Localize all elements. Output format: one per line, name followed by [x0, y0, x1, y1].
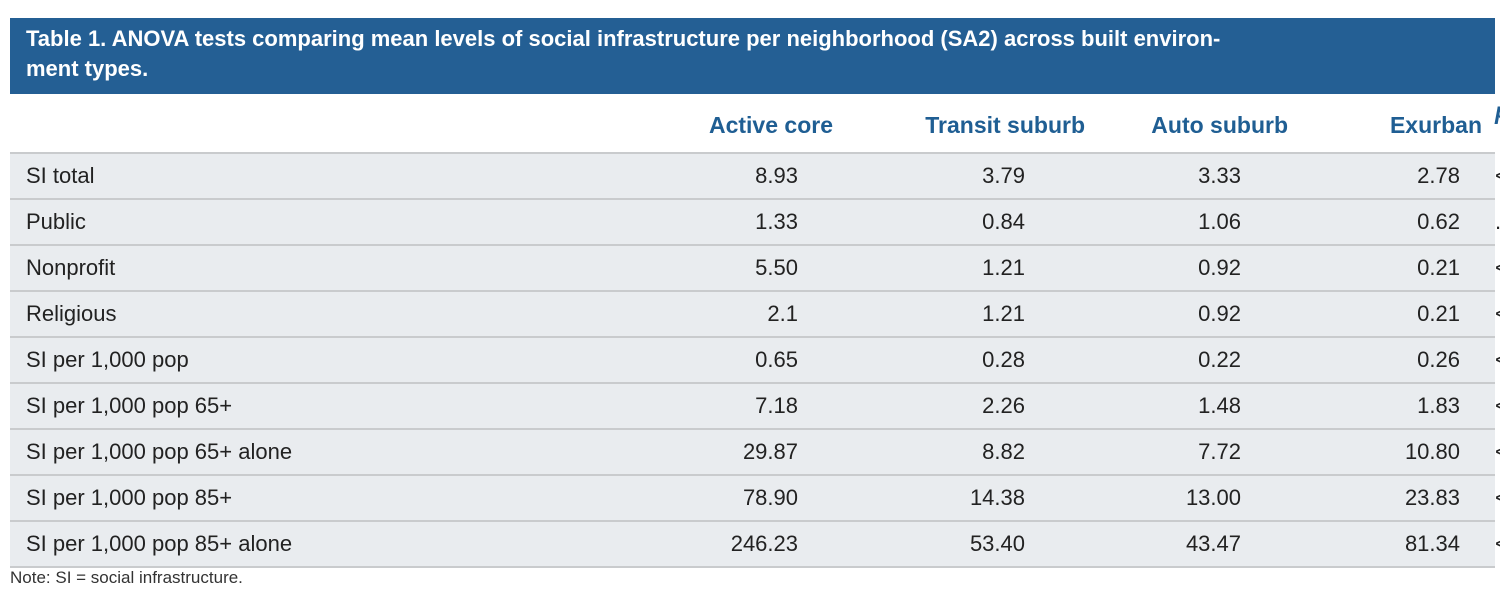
row-label: SI per 1,000 pop 65+: [10, 382, 560, 429]
transit-suburb-value: 53.40: [840, 520, 1095, 568]
active-core-value: 0.65: [560, 336, 840, 383]
auto-suburb-value: 0.22: [1095, 336, 1300, 383]
column-header-active-core: Active core: [708, 111, 833, 138]
column-header-label: [10, 98, 560, 153]
row-label: SI total: [10, 152, 560, 199]
transit-suburb-value: 14.38: [840, 474, 1095, 521]
anova-table: Active core Transit suburb Auto suburb E…: [10, 98, 1500, 568]
row-label: SI per 1,000 pop 85+ alone: [10, 520, 560, 568]
transit-suburb-value: 3.79: [840, 152, 1095, 199]
header-row: Active core Transit suburb Auto suburb E…: [10, 98, 1500, 153]
active-core-value: 1.33: [560, 198, 840, 245]
auto-suburb-value: 1.06: [1095, 198, 1300, 245]
exurban-value: 0.26: [1300, 336, 1495, 383]
row-label: Public: [10, 198, 560, 245]
exurban-value: 23.83: [1300, 474, 1495, 521]
column-header-transit-suburb: Transit suburb: [925, 111, 1085, 138]
active-core-value: 2.1: [560, 290, 840, 337]
column-header-exurban: Exurban: [1389, 111, 1482, 138]
exurban-value: 0.21: [1300, 290, 1495, 337]
active-core-value: 5.50: [560, 244, 840, 291]
exurban-value: 1.83: [1300, 382, 1495, 429]
auto-suburb-value: 0.92: [1095, 244, 1300, 291]
table-row: SI per 1,000 pop 85+ 78.90 14.38 13.00 23.83…: [10, 474, 1500, 521]
column-header-auto-suburb: Auto suburb: [1151, 111, 1288, 138]
auto-suburb-value: 7.72: [1095, 428, 1300, 475]
table-row: SI per 1,000 pop 65+ alone 29.87 8.82 7.72 1…: [10, 428, 1500, 475]
table-note: Note: SI = social infrastructure.: [10, 568, 243, 587]
active-core-value: 78.90: [560, 474, 840, 521]
active-core-value: 8.93: [560, 152, 840, 199]
transit-suburb-value: 0.84: [840, 198, 1095, 245]
exurban-value: 81.34: [1300, 520, 1495, 568]
auto-suburb-value: 1.48: [1095, 382, 1300, 429]
transit-suburb-value: 8.82: [840, 428, 1095, 475]
transit-suburb-value: 0.28: [840, 336, 1095, 383]
row-label: Nonprofit: [10, 244, 560, 291]
table-row: SI per 1,000 pop 65+7.182.261.481.83<.00…: [10, 382, 1500, 429]
row-label: SI per 1,000 pop: [10, 336, 560, 383]
active-core-value: 246.23: [560, 520, 840, 568]
row-label: SI per 1,000 pop 65+ alone: [10, 428, 560, 475]
exurban-value: 0.62: [1300, 198, 1495, 245]
transit-suburb-value: 1.21: [840, 290, 1095, 337]
row-label: Religious: [10, 290, 560, 337]
table-title: Table 1. ANOVA tests comparing mean leve…: [10, 18, 1495, 94]
auto-suburb-value: 43.47: [1095, 520, 1300, 568]
exurban-value: 10.80: [1300, 428, 1495, 475]
table-row: SI per 1,000 pop 85+ alone 246.23 53.40 43.…: [10, 520, 1500, 568]
exurban-value: 2.78: [1300, 152, 1495, 199]
auto-suburb-value: 13.00: [1095, 474, 1300, 521]
active-core-value: 29.87: [560, 428, 840, 475]
auto-suburb-value: 0.92: [1095, 290, 1300, 337]
table-title-line-2: ment types.: [26, 56, 149, 81]
table-title-line-1: Table 1. ANOVA tests comparing mean leve…: [26, 26, 1221, 51]
transit-suburb-value: 2.26: [840, 382, 1095, 429]
row-label: SI per 1,000 pop 85+: [10, 474, 560, 521]
auto-suburb-value: 3.33: [1095, 152, 1300, 199]
active-core-value: 7.18: [560, 382, 840, 429]
transit-suburb-value: 1.21: [840, 244, 1095, 291]
exurban-value: 0.21: [1300, 244, 1495, 291]
